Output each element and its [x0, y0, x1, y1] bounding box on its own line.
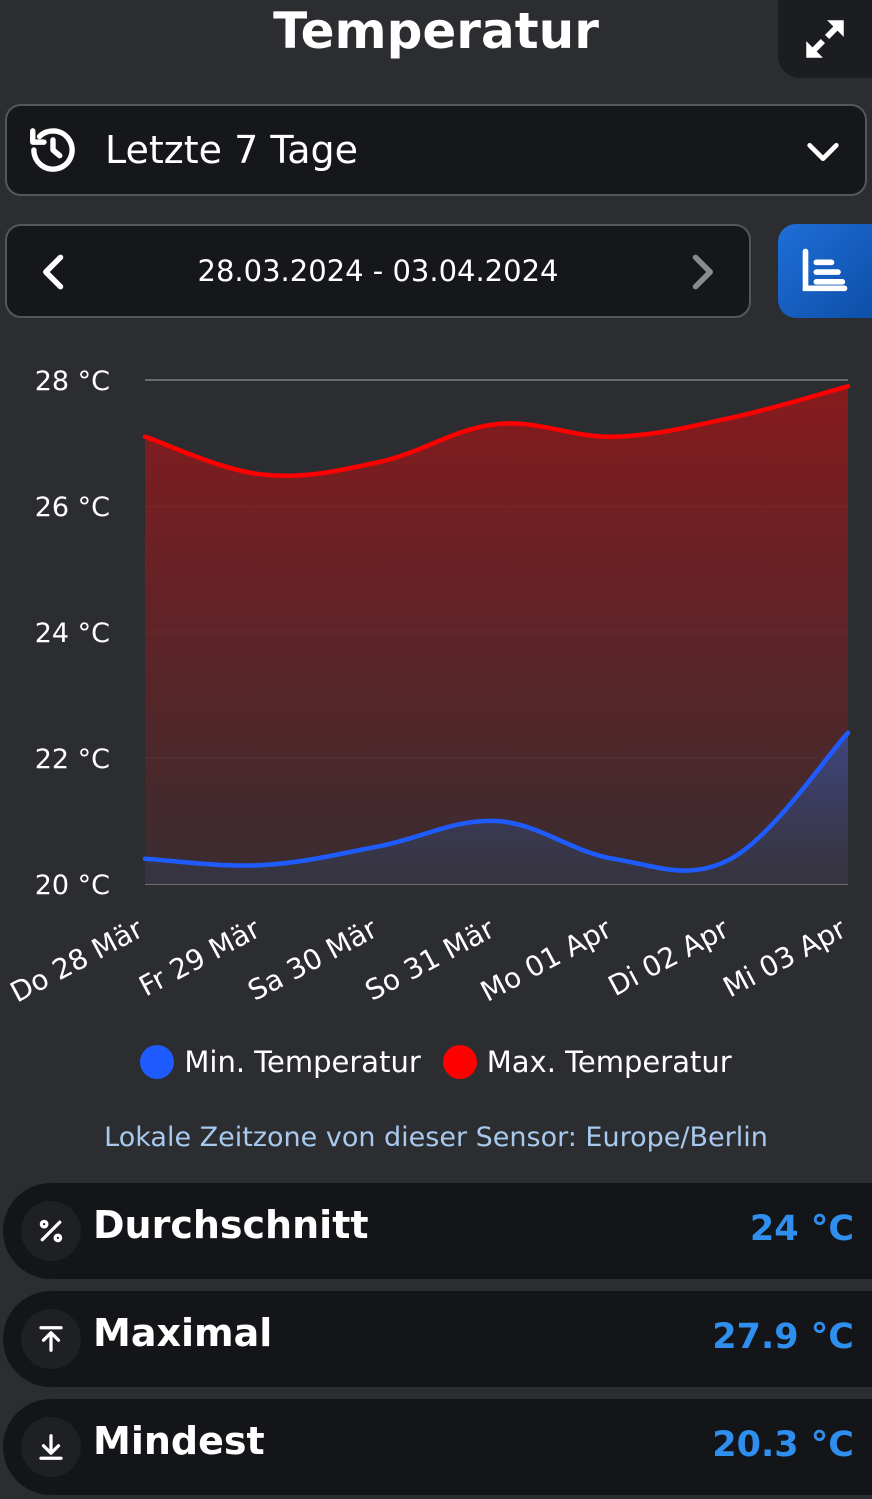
- x-tick-label: Mi 03 Apr: [718, 912, 852, 1004]
- stat-minimum: Mindest 20.3 °C: [3, 1399, 872, 1495]
- stat-maximum: Maximal 27.9 °C: [3, 1291, 872, 1387]
- chevron-down-icon: [807, 143, 839, 161]
- chart-view-button[interactable]: [778, 224, 872, 318]
- stat-maximum-value: 27.9 °C: [712, 1317, 854, 1357]
- arrow-down-to-line-icon: [21, 1417, 81, 1477]
- min-temperature-area: [145, 732, 848, 884]
- stat-average-value: 24 °C: [749, 1209, 854, 1249]
- legend-item-max[interactable]: Max. Temperatur: [442, 1045, 732, 1079]
- stat-minimum-value: 20.3 °C: [712, 1425, 854, 1465]
- y-tick-label: 26 °C: [35, 492, 110, 523]
- stat-average: Durchschnitt 24 °C: [3, 1183, 872, 1279]
- x-tick-label: Di 02 Apr: [603, 912, 735, 1003]
- y-tick-label: 22 °C: [35, 744, 110, 775]
- max-temperature-area: [145, 386, 848, 884]
- expand-button[interactable]: [778, 0, 872, 78]
- max-temperature-line: [142, 384, 851, 479]
- stat-maximum-label: Maximal: [93, 1311, 273, 1355]
- y-tick-label: 28 °C: [35, 366, 110, 397]
- x-tick-label: Fr 29 Mär: [134, 912, 266, 1003]
- date-range-text: 28.03.2024 - 03.04.2024: [197, 254, 559, 288]
- legend-max-dot: [442, 1045, 477, 1079]
- arrow-up-to-line-icon: [21, 1309, 81, 1369]
- x-tick-label: Mo 01 Apr: [475, 912, 617, 1009]
- stat-average-label: Durchschnitt: [93, 1203, 369, 1247]
- min-temperature-line: [142, 730, 851, 873]
- chevron-left-icon[interactable]: [33, 250, 77, 294]
- legend-item-min[interactable]: Min. Temperatur: [140, 1045, 421, 1079]
- chart-legend: Min. Temperatur Max. Temperatur: [0, 1042, 872, 1082]
- x-tick-label: So 31 Mär: [360, 912, 501, 1008]
- expand-icon: [806, 20, 844, 58]
- date-navigator: 28.03.2024 - 03.04.2024: [5, 224, 751, 318]
- x-tick-label: Sa 30 Mär: [242, 912, 383, 1008]
- page-title: Temperatur: [273, 2, 599, 60]
- y-tick-label: 20 °C: [35, 870, 110, 901]
- time-range-select[interactable]: Letzte 7 Tage: [5, 104, 867, 196]
- history-icon: [25, 122, 81, 178]
- x-tick-label: Do 28 Mär: [5, 912, 149, 1009]
- legend-max-label: Max. Temperatur: [486, 1045, 732, 1079]
- legend-min-label: Min. Temperatur: [184, 1045, 421, 1079]
- bar-chart-icon: [802, 248, 848, 292]
- legend-min-dot: [140, 1045, 175, 1079]
- time-range-label: Letzte 7 Tage: [105, 128, 359, 172]
- stat-minimum-label: Mindest: [93, 1419, 265, 1463]
- percent-icon: [21, 1201, 81, 1261]
- y-tick-label: 24 °C: [35, 618, 110, 649]
- chevron-right-icon[interactable]: [679, 250, 723, 294]
- timezone-note: Lokale Zeitzone von dieser Sensor: Europ…: [104, 1122, 768, 1153]
